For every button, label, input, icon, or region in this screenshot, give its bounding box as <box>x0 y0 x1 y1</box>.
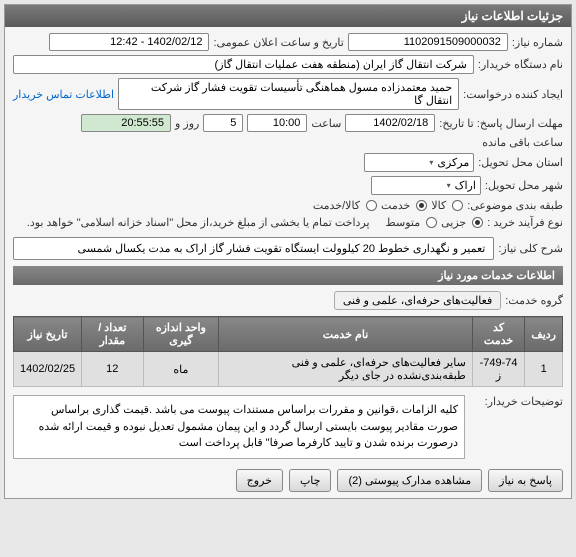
subject-type-label: طبقه بندی موضوعی: <box>467 199 563 212</box>
col-date: تاریخ نیاز <box>14 317 82 352</box>
opt-jozei-label: جزیی <box>441 216 466 229</box>
province-value: مرکزی <box>437 156 469 169</box>
desc-text: کلیه الزامات ،قوانین و مقررات براساس مست… <box>13 395 465 459</box>
niaz-no-label: شماره نیاز: <box>512 36 563 49</box>
opt-kala-label: کالا <box>431 199 446 212</box>
province-select[interactable]: مرکزی ▾ <box>364 153 474 172</box>
table-header-row: ردیف کد خدمت نام خدمت واحد اندازه گیری ت… <box>14 317 563 352</box>
days-field: 5 <box>203 114 243 132</box>
buyer-desc-block: توضیحات خریدار: کلیه الزامات ،قوانین و م… <box>13 395 563 459</box>
announce-label: تاریخ و ساعت اعلان عمومی: <box>213 36 343 49</box>
group-chip: فعالیت‌های حرفه‌ای، علمی و فنی <box>334 291 501 310</box>
print-button[interactable]: چاپ <box>289 469 332 492</box>
buyer-label: نام دستگاه خریدار: <box>478 58 563 71</box>
answer-button[interactable]: پاسخ به نیاز <box>488 469 563 492</box>
col-qty: تعداد / مقدار <box>82 317 143 352</box>
cell-idx: 1 <box>525 352 563 387</box>
niaz-detail-panel: جزئیات اطلاعات نیاز شماره نیاز: 11020915… <box>4 4 572 499</box>
cell-unit: ماه <box>143 352 219 387</box>
contact-link[interactable]: اطلاعات تماس خریدار <box>13 88 114 101</box>
opt-motevaset-label: متوسط <box>386 216 421 229</box>
group-label: گروه خدمت: <box>505 294 563 307</box>
opt-kalakhadmat-label: کالا/خدمت <box>313 199 360 212</box>
panel-body: شماره نیاز: 1102091509000032 تاریخ و ساع… <box>5 27 571 498</box>
services-table: ردیف کد خدمت نام خدمت واحد اندازه گیری ت… <box>13 316 563 387</box>
sharh-label: شرح کلی نیاز: <box>498 242 563 255</box>
requester-field: حمید معتمدزاده مسول هماهنگی تأسیسات تقوی… <box>118 78 459 110</box>
radio-khadmat[interactable] <box>416 200 427 211</box>
radio-kalakhadmat[interactable] <box>366 200 377 211</box>
col-unit: واحد اندازه گیری <box>143 317 219 352</box>
process-label: نوع فرآیند خرید : <box>487 216 563 229</box>
col-idx: ردیف <box>525 317 563 352</box>
col-name: نام خدمت <box>219 317 473 352</box>
buyer-field: شرکت انتقال گاز ایران (منطقه هفت عملیات … <box>13 55 474 74</box>
deadline-time-field: 10:00 <box>247 114 307 132</box>
days-label: روز و <box>175 117 199 130</box>
cell-date: 1402/02/25 <box>14 352 82 387</box>
remain-label: ساعت باقی مانده <box>482 136 563 149</box>
attachments-button[interactable]: مشاهده مدارک پیوستی (2) <box>337 469 482 492</box>
chevron-down-icon: ▾ <box>429 158 433 167</box>
deadline-time-label: ساعت <box>311 117 341 130</box>
requester-label: ایجاد کننده درخواست: <box>463 88 563 101</box>
radio-motevaset[interactable] <box>426 217 437 228</box>
niaz-no-field: 1102091509000032 <box>348 33 508 51</box>
province-label: استان محل تحویل: <box>478 156 563 169</box>
process-note: پرداخت تمام یا بخشی از مبلغ خرید،از محل … <box>27 216 370 229</box>
services-subheader: اطلاعات خدمات مورد نیاز <box>13 266 563 285</box>
button-bar: پاسخ به نیاز مشاهده مدارک پیوستی (2) چاپ… <box>13 469 563 492</box>
cell-name: سایر فعالیت‌های حرفه‌ای، علمی و فنی طبقه… <box>219 352 473 387</box>
col-code: کد خدمت <box>472 317 525 352</box>
table-row: 1 749-74-ز سایر فعالیت‌های حرفه‌ای، علمی… <box>14 352 563 387</box>
announce-field: 1402/02/12 - 12:42 <box>49 33 209 51</box>
cell-code: 749-74-ز <box>472 352 525 387</box>
opt-khadmat-label: خدمت <box>381 199 410 212</box>
remain-time-field: 20:55:55 <box>81 114 171 132</box>
exit-button[interactable]: خروج <box>236 469 283 492</box>
cell-qty: 12 <box>82 352 143 387</box>
radio-kala[interactable] <box>452 200 463 211</box>
deadline-label: مهلت ارسال پاسخ: تا تاریخ: <box>439 117 563 130</box>
panel-title: جزئیات اطلاعات نیاز <box>5 5 571 27</box>
chevron-down-icon: ▾ <box>447 181 451 190</box>
city-select[interactable]: اراک ▾ <box>371 176 481 195</box>
radio-jozei[interactable] <box>472 217 483 228</box>
desc-label: توضیحات خریدار: <box>473 395 563 408</box>
city-label: شهر محل تحویل: <box>485 179 563 192</box>
city-value: اراک <box>455 179 476 192</box>
sharh-field: تعمیر و نگهداری خطوط 20 کیلوولت ایستگاه … <box>13 237 494 260</box>
deadline-date-field: 1402/02/18 <box>345 114 435 132</box>
